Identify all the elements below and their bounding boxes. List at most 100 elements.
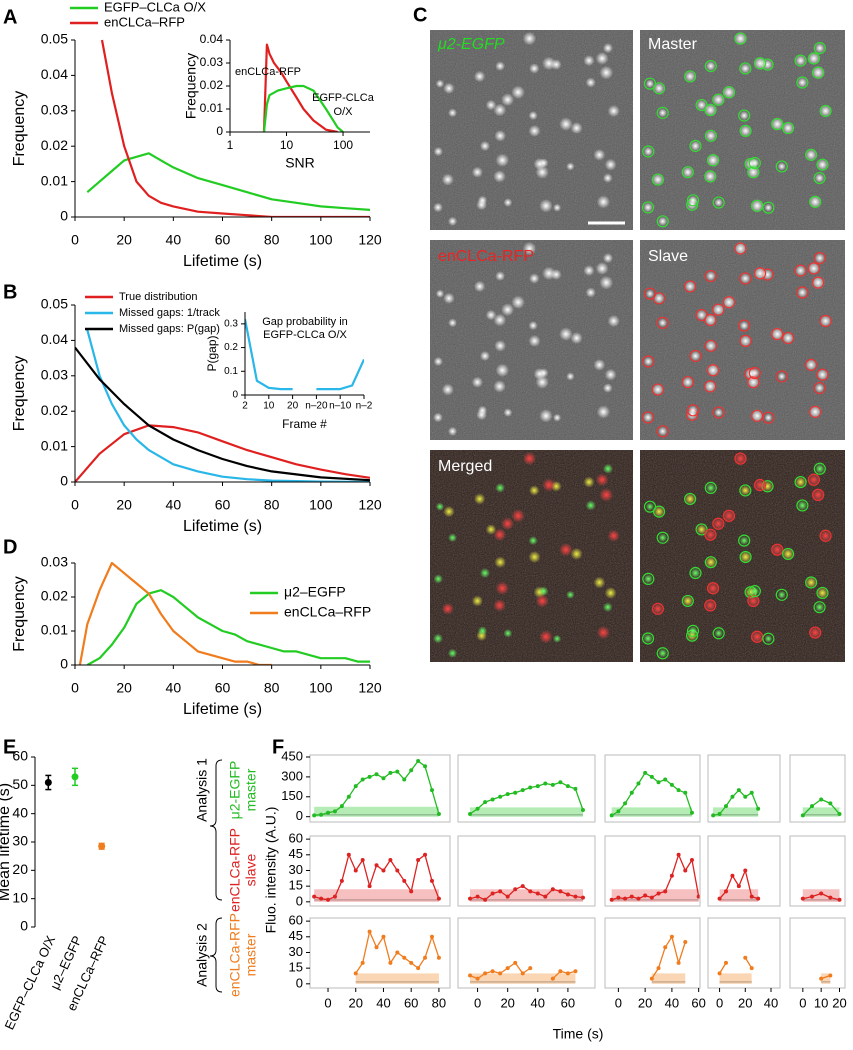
data-point: [505, 966, 510, 971]
y-tick-label: 0: [20, 918, 28, 934]
spot: [553, 203, 562, 212]
detection: [813, 601, 826, 614]
legend-label: EGFP–CLCa O/X: [104, 0, 206, 14]
spot: [528, 320, 538, 331]
series-line: [100, 39, 370, 217]
spot: [658, 108, 668, 118]
detection: [704, 528, 717, 541]
data-point: [528, 785, 533, 790]
row-label: slave: [243, 853, 259, 886]
spot: [704, 528, 717, 542]
spot: [522, 241, 537, 256]
spot: [495, 153, 510, 168]
data-point: [730, 873, 735, 878]
detection: [819, 314, 832, 328]
spot: [714, 628, 724, 638]
row-label: enCLCa-RFP: [227, 828, 243, 912]
detection: [681, 166, 694, 179]
spot: [501, 517, 515, 531]
spot: [696, 99, 707, 111]
data-point: [663, 889, 668, 894]
data-point: [736, 884, 741, 889]
spot: [477, 195, 488, 206]
y-tick-label: 0: [216, 124, 223, 138]
spot: [696, 309, 707, 321]
data-point: [656, 780, 661, 785]
data-point: [623, 801, 628, 806]
legend-label: True distribution: [119, 291, 197, 303]
spot: [593, 148, 606, 161]
data-point: [643, 893, 648, 898]
y-tick-label: 30: [289, 944, 303, 959]
detection: [704, 339, 717, 352]
detection: [739, 334, 752, 348]
spot: [602, 253, 614, 264]
frame: [604, 835, 701, 907]
data-point: [663, 945, 668, 950]
spot: [805, 576, 818, 589]
detection: [704, 313, 717, 327]
spot: [535, 165, 549, 179]
y-tick-label: 0.3: [224, 318, 238, 329]
analysis-label: Analysis 2: [194, 923, 210, 987]
x-tick-label: 100: [309, 680, 333, 696]
plot: [609, 770, 694, 818]
detection: [739, 550, 752, 564]
spot: [746, 165, 760, 179]
image-label: enCLCa-RFP: [438, 248, 534, 265]
data-point: [736, 788, 741, 793]
data-point: [565, 971, 570, 976]
data-point: [498, 971, 503, 976]
data-point: [326, 810, 331, 815]
data-point: [580, 895, 585, 900]
spot: [522, 31, 537, 46]
chart-title: EGFP-CLCa O/X: [263, 329, 347, 341]
detection: [706, 154, 720, 167]
spot: [651, 383, 664, 396]
y-tick-label: 0.03: [41, 367, 68, 383]
detection: [684, 280, 697, 293]
x-tick-label: 20: [116, 232, 132, 248]
spot: [739, 110, 749, 121]
data-point: [528, 966, 533, 971]
spot: [658, 648, 668, 658]
annotation: enCLCa-RFP: [235, 66, 301, 78]
spot: [539, 630, 553, 644]
spot: [448, 533, 457, 543]
data-point: [749, 790, 754, 795]
detection: [771, 543, 784, 556]
x-axis-label: Lifetime (s): [183, 253, 262, 270]
frame: [309, 835, 451, 907]
detection: [794, 264, 807, 277]
data-point: [543, 781, 548, 786]
y-axis-label: Mean lifetime (s): [0, 783, 13, 901]
spot: [690, 350, 701, 362]
detection: [796, 499, 809, 512]
detection: [656, 531, 669, 544]
y-tick-label: 0.03: [41, 102, 68, 118]
spot: [607, 314, 620, 328]
spot: [566, 590, 575, 599]
spot: [808, 405, 822, 419]
spot: [733, 451, 748, 466]
y-tick-label: 0.01: [200, 101, 224, 115]
spot: [493, 528, 507, 542]
y-axis-label: Fluo. intensity (A.U.): [263, 807, 279, 934]
data-point: [339, 878, 344, 883]
x-tick-label: 40: [764, 995, 778, 1010]
spot: [477, 405, 488, 416]
spot: [714, 198, 724, 207]
detection: [712, 303, 725, 316]
spot: [740, 273, 751, 284]
detection: [762, 201, 775, 214]
data-point: [374, 863, 379, 868]
plot: [649, 934, 688, 984]
panel-letter: C: [413, 4, 427, 26]
data-point: [468, 896, 473, 901]
data-point: [683, 790, 688, 795]
plot: [800, 889, 842, 902]
detection: [704, 59, 717, 73]
frame: [789, 917, 846, 989]
spot: [805, 148, 818, 161]
detection: [812, 488, 825, 501]
